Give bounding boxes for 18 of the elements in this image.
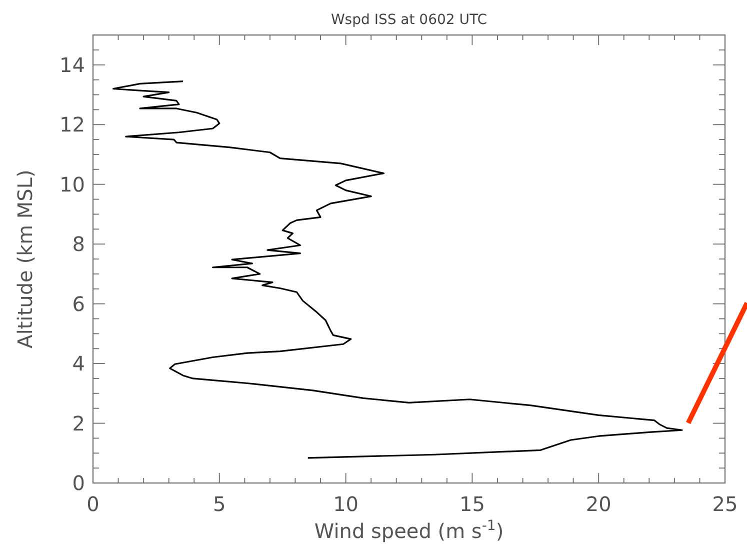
x-tick-label: 10 [333,492,359,516]
x-tick-label: 20 [586,492,612,516]
y-tick-label: 12 [60,112,85,137]
y-axis-title: Altitude (km MSL) [13,170,37,348]
x-axis-title: Wind speed (m s$^{-1}$) [314,518,504,543]
y-tick-label: 0 [72,471,85,495]
y-tick-label: 6 [72,292,85,316]
x-tick-label: 0 [86,492,100,516]
y-tick-label: 14 [60,52,85,77]
x-tick-label: 5 [213,492,226,516]
y-tick-label: 10 [60,172,85,196]
y-tick-label: 2 [72,411,85,436]
chart-title: Wspd ISS at 0602 UTC [330,12,488,28]
line-series [112,80,683,459]
y-tick-label: 8 [72,232,85,256]
x-tick-label: 25 [712,492,738,516]
y-tick-label: 4 [72,352,85,376]
x-tick-label: 15 [459,492,485,516]
